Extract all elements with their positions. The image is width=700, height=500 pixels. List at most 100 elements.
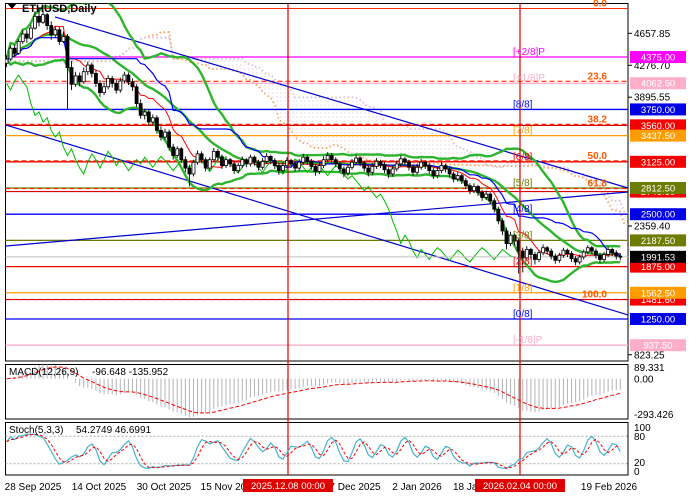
murrey-label: [+1/8]P — [513, 73, 545, 84]
candle-body — [61, 36, 66, 42]
candle-body — [114, 83, 119, 91]
fibo-label: 23.6 — [588, 71, 608, 82]
stoch-indicator-values: 54.2749 46.6991 — [76, 425, 152, 436]
candle-body — [313, 166, 318, 172]
candle-body — [138, 103, 143, 116]
candle-body — [232, 163, 237, 172]
candle-body — [28, 27, 33, 39]
candle-body — [118, 80, 123, 91]
candle-body — [581, 251, 586, 258]
price-badge-label: 937.50 — [643, 341, 672, 352]
candle-body — [110, 78, 115, 84]
candle-body — [606, 249, 611, 255]
price-badge — [630, 339, 686, 352]
candle-body — [248, 156, 253, 165]
candle-body — [589, 247, 594, 252]
stoch-main-line — [6, 433, 621, 470]
candle-body — [24, 33, 29, 39]
time-tick-label: 2 Jan 2026 — [392, 482, 442, 493]
candle-body — [215, 150, 220, 158]
candle-body — [386, 169, 391, 175]
candle-body — [167, 131, 172, 148]
candle-body — [614, 252, 619, 257]
candle-body — [610, 249, 615, 254]
candle-body — [333, 159, 338, 165]
candle-body — [224, 159, 228, 166]
macd-signal-line — [6, 366, 621, 414]
candle-body — [81, 71, 86, 83]
candle-body — [459, 175, 464, 182]
candle-body — [191, 161, 196, 175]
candle-body — [49, 25, 54, 36]
price-badge-label: 3437.50 — [641, 131, 675, 142]
main-plot-layer — [5, 3, 628, 346]
time-tick-label: 14 Oct 2025 — [72, 482, 127, 493]
candle-body — [341, 168, 346, 174]
candle-body — [130, 81, 135, 88]
candle-body — [508, 234, 513, 244]
candle-body — [171, 146, 176, 156]
candle-body — [150, 117, 155, 123]
price-badge — [630, 208, 686, 221]
main-pane — [5, 3, 629, 362]
candle-body — [20, 33, 25, 42]
candle-body — [585, 247, 590, 253]
candle-body — [98, 83, 102, 94]
price-badge — [630, 312, 686, 325]
time-tick-label: 30 Oct 2025 — [137, 482, 192, 493]
candle-body — [163, 131, 167, 138]
candle-body — [374, 160, 379, 167]
candle-body — [309, 160, 314, 167]
candle-body — [541, 247, 545, 254]
murrey-label: [2/8] — [513, 257, 533, 268]
murrey-label: [+2/8]P — [513, 47, 545, 58]
candle-body — [244, 159, 249, 165]
candle-body — [256, 161, 261, 168]
price-badge-label: 2187.50 — [641, 236, 675, 247]
stoch-signal-line — [6, 433, 621, 469]
candle-body — [512, 234, 517, 242]
candle-body — [346, 166, 350, 174]
time-tick-label: 28 Sep 2025 — [5, 482, 62, 493]
macd-plot-layer — [6, 364, 621, 418]
ichimoku-cloud — [6, 32, 628, 225]
kijun-sen — [6, 37, 621, 257]
candle-body — [8, 47, 13, 60]
candle-body — [488, 193, 493, 202]
candle-body — [276, 165, 281, 172]
candle-body — [41, 14, 45, 23]
time-tick-label: 18 Jan — [453, 482, 483, 493]
candle-body — [500, 220, 505, 232]
candle-body — [354, 157, 358, 163]
price-badge — [630, 129, 686, 142]
candle-body — [228, 159, 232, 165]
time-tick-label: 7 Dec 2025 — [329, 482, 381, 493]
candle-body — [431, 170, 436, 177]
candle-body — [577, 256, 582, 263]
price-tick-label: 4657.85 — [634, 29, 671, 40]
murrey-label: [3/8] — [513, 230, 533, 241]
bollinger-middle — [5, 33, 621, 256]
candle-body — [183, 159, 188, 169]
candle-body — [537, 252, 541, 260]
candle-body — [451, 173, 456, 180]
candle-body — [443, 165, 448, 170]
price-badge-label: 1250.00 — [641, 314, 675, 325]
candle-body — [122, 74, 127, 82]
candle-body — [480, 192, 485, 198]
murrey-label: [5/8] — [513, 178, 533, 189]
candle-body — [382, 164, 387, 171]
price-badge-label: 4062.50 — [641, 79, 675, 90]
candle-body — [321, 159, 326, 166]
candle-body — [394, 163, 399, 170]
candle-body — [106, 78, 111, 88]
candle-body — [65, 36, 70, 68]
candle-body — [264, 155, 269, 162]
candle-body — [187, 167, 192, 175]
price-badge-label: 2812.50 — [641, 184, 675, 195]
candle-body — [102, 86, 106, 94]
candle-body — [402, 158, 407, 163]
candle-body — [252, 156, 257, 163]
time-tick-label: 19 Feb 2026 — [581, 482, 638, 493]
